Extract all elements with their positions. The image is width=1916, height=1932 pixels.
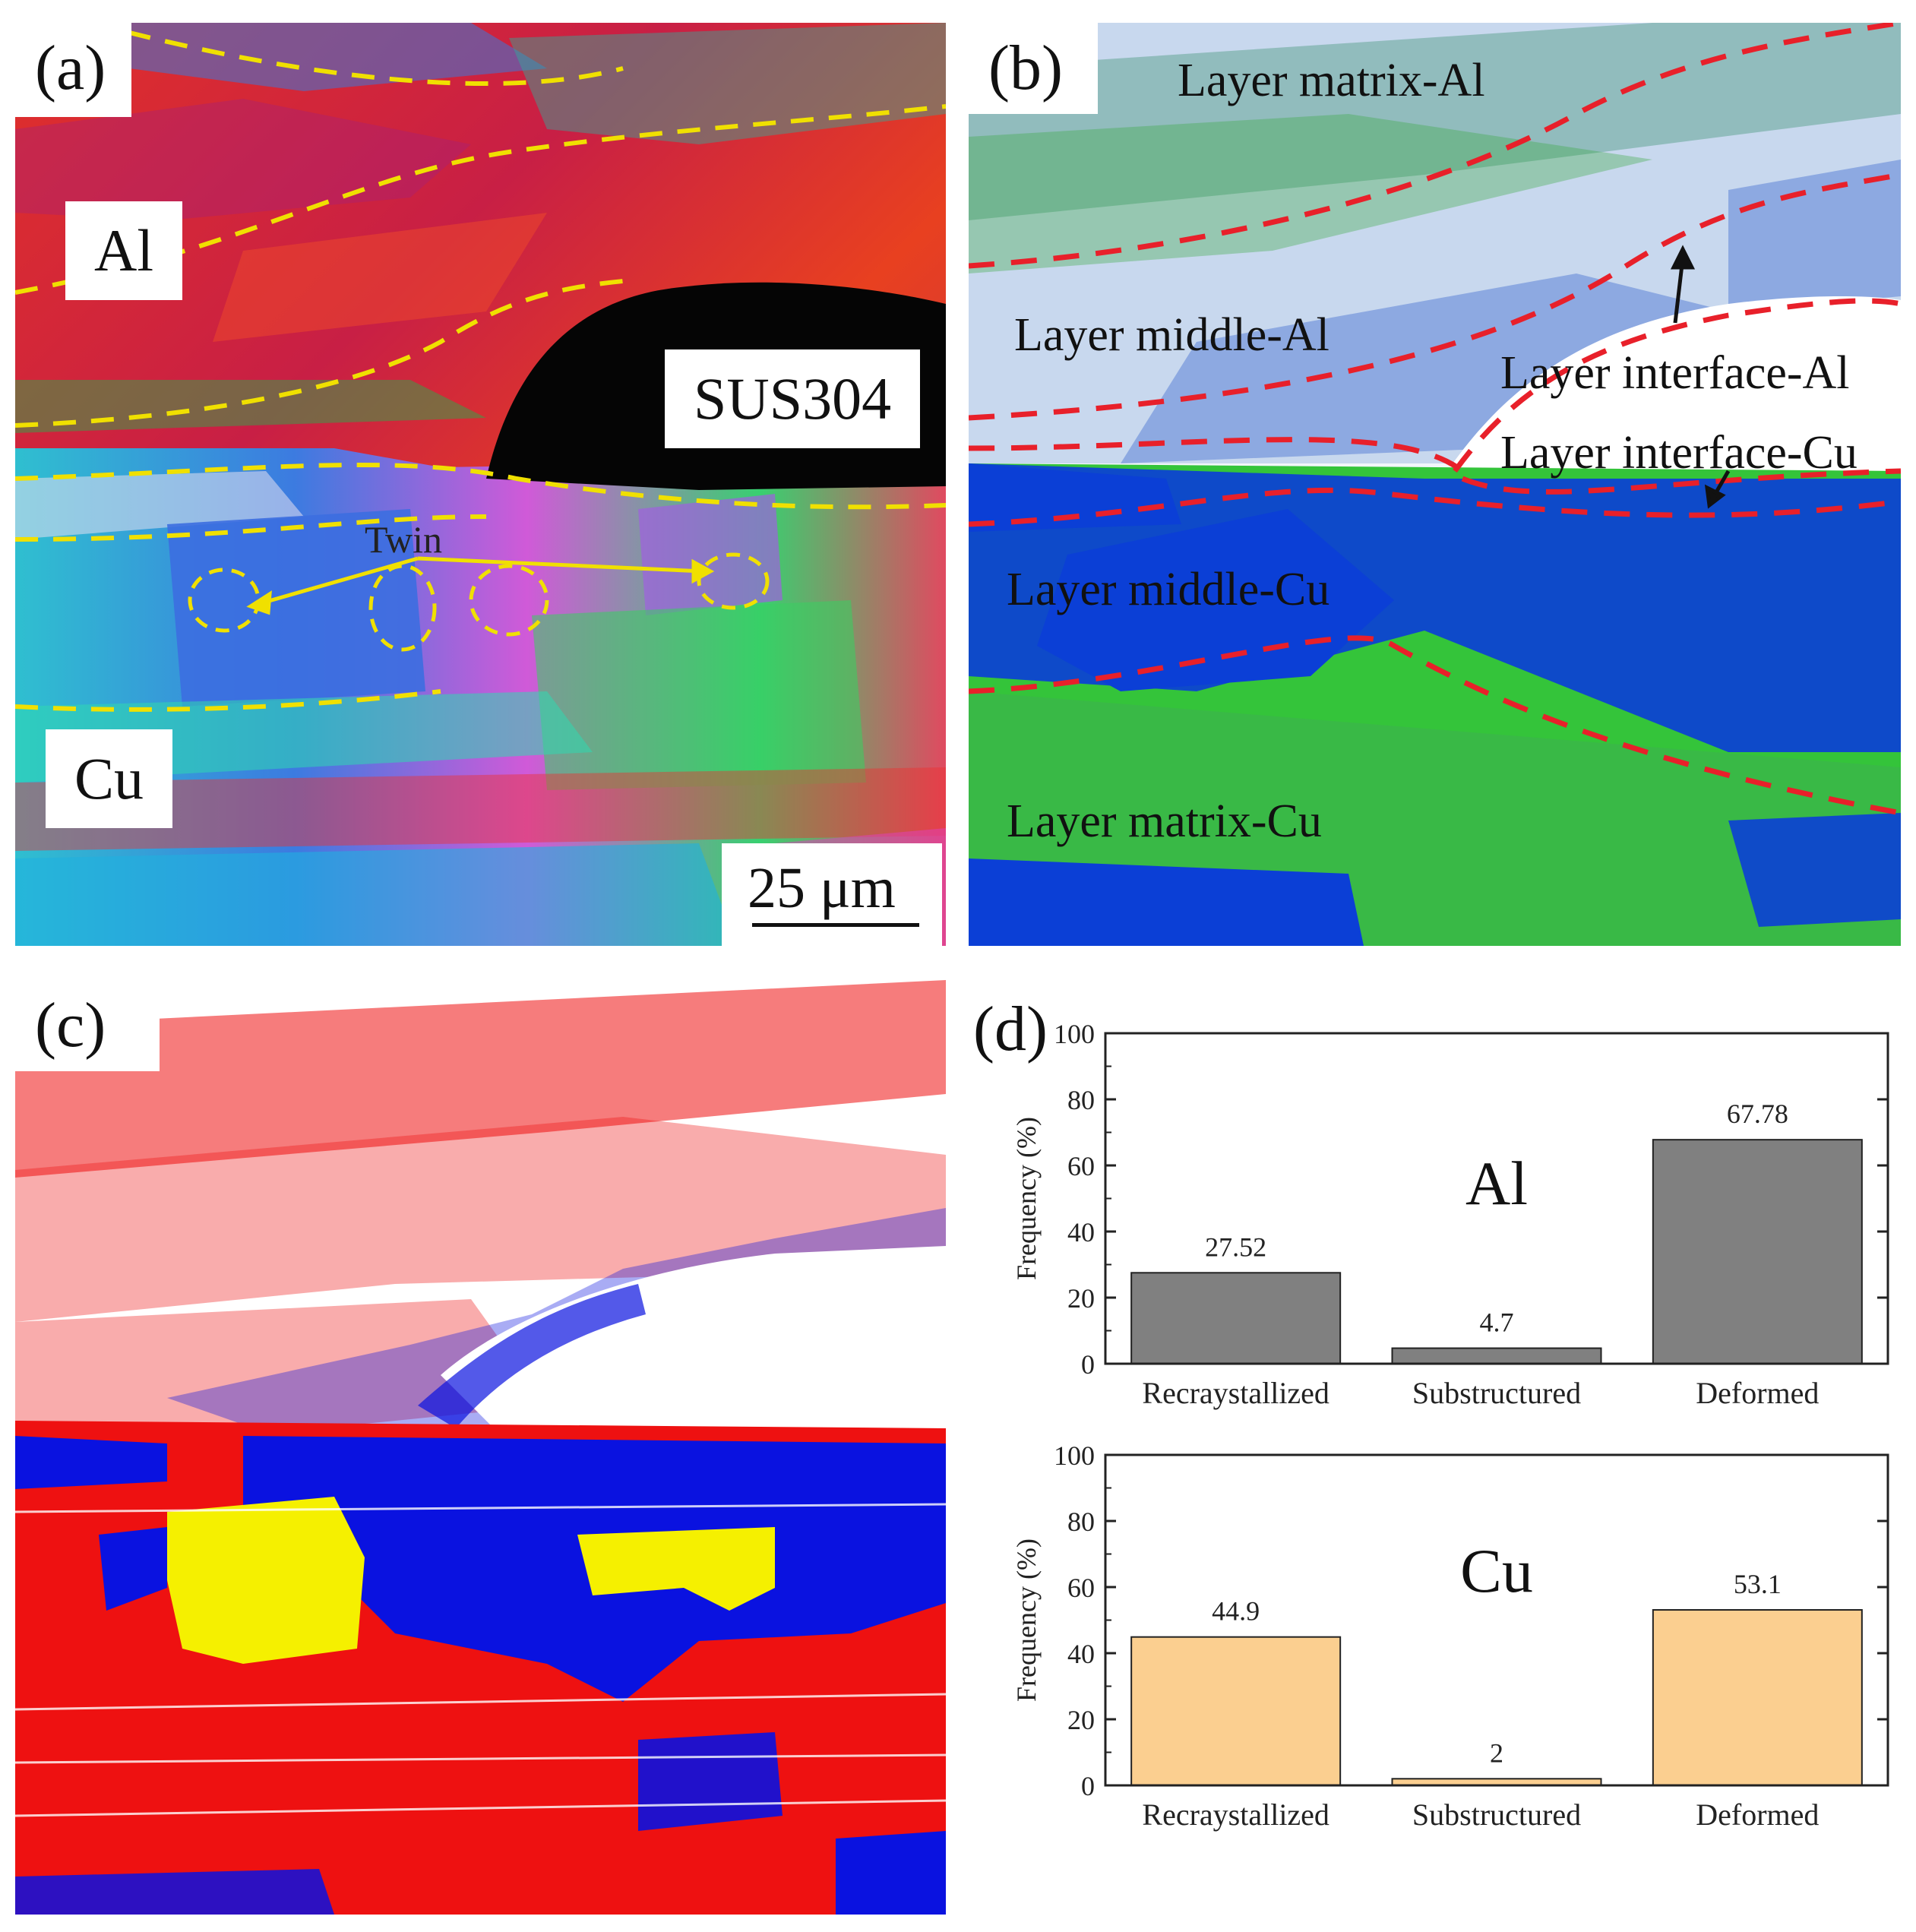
region-label-matrix-al: Layer matrix-Al	[1178, 55, 1485, 106]
bar-charts-svg: 27.52 Recraystallized 4.7 Substructured 67.7…	[1011, 1019, 1889, 1832]
x-tick-label: Deformed	[1696, 1798, 1819, 1832]
bar-cu-2	[1652, 1609, 1863, 1787]
y-tick-label: 80	[1067, 1085, 1095, 1115]
recrystallization-map-image	[15, 980, 946, 1915]
panel-b-region-map: (b) Layer matrix-Al Layer middle-Al Laye…	[969, 23, 1901, 946]
bar-charts: 27.52 Recraystallized 4.7 Substructured 67.7…	[953, 984, 1901, 1922]
panel-label-c-box	[15, 980, 160, 1071]
scale-bar-line	[752, 923, 919, 927]
y-tick-label: 0	[1081, 1771, 1095, 1801]
x-tick-label: Recraystallized	[1142, 1798, 1330, 1832]
chart-title-cu: Cu	[1460, 1536, 1533, 1605]
y-axis-label: Frequency (%)	[1011, 1538, 1042, 1702]
x-tick-label: Substructured	[1412, 1376, 1581, 1410]
bar-value-label: 44.9	[1212, 1596, 1260, 1627]
y-tick-label: 60	[1067, 1573, 1095, 1603]
y-tick-label: 100	[1054, 1440, 1095, 1471]
region-label-interface-cu: Layer interface-Cu	[1500, 427, 1858, 479]
region-map-image	[969, 23, 1901, 946]
panel-label-b: (b)	[988, 33, 1063, 103]
panel-label-c: (c)	[35, 990, 106, 1061]
y-axis-label: Frequency (%)	[1011, 1117, 1042, 1280]
label-cu: Cu	[46, 729, 173, 828]
y-tick-label: 40	[1067, 1639, 1095, 1669]
panel-a-ipf-map: (a) Al SUS304 Cu Twin 25 μm	[15, 23, 946, 946]
x-tick-label: Recraystallized	[1142, 1376, 1330, 1410]
y-tick-label: 40	[1067, 1217, 1095, 1247]
scale-bar-label: 25 μm	[748, 856, 896, 920]
region-label-interface-al: Layer interface-Al	[1500, 347, 1850, 399]
region-label-middle-al: Layer middle-Al	[1014, 309, 1330, 361]
bar-al-1	[1391, 1347, 1602, 1364]
y-tick-label: 20	[1067, 1705, 1095, 1735]
region-label-middle-cu: Layer middle-Cu	[1007, 564, 1330, 615]
y-tick-label: 0	[1081, 1349, 1095, 1380]
panel-c-recrystallization-map: (c)	[15, 980, 946, 1915]
scale-bar: 25 μm	[722, 843, 942, 946]
x-tick-label: Substructured	[1412, 1798, 1581, 1832]
y-tick-label: 20	[1067, 1283, 1095, 1314]
bar-al-2	[1652, 1139, 1863, 1364]
label-sus304: SUS304	[665, 349, 921, 448]
chart-title-al: Al	[1465, 1149, 1528, 1218]
panel-label-b-box	[969, 23, 1098, 114]
panel-d-bar-charts: (d) 27.52 Recraystallized 4.7 Substructured…	[953, 984, 1901, 1922]
label-al: Al	[65, 201, 182, 300]
bar-value-label: 4.7	[1480, 1307, 1514, 1338]
bar-al-0	[1130, 1272, 1342, 1364]
bar-value-label: 53.1	[1734, 1569, 1782, 1599]
bar-cu-0	[1130, 1636, 1342, 1786]
panel-label-d: (d)	[953, 984, 1073, 1078]
label-twin: Twin	[365, 518, 443, 561]
y-tick-label: 80	[1067, 1507, 1095, 1537]
ipf-map-image	[15, 23, 946, 946]
bar-value-label: 2	[1490, 1738, 1503, 1768]
panel-label-a: (a)	[15, 23, 132, 117]
region-label-matrix-cu: Layer matrix-Cu	[1007, 795, 1322, 847]
bar-value-label: 27.52	[1205, 1232, 1266, 1262]
y-tick-label: 60	[1067, 1151, 1095, 1181]
y-tick-label: 100	[1054, 1019, 1095, 1049]
bar-value-label: 67.78	[1727, 1099, 1788, 1129]
x-tick-label: Deformed	[1696, 1376, 1819, 1410]
